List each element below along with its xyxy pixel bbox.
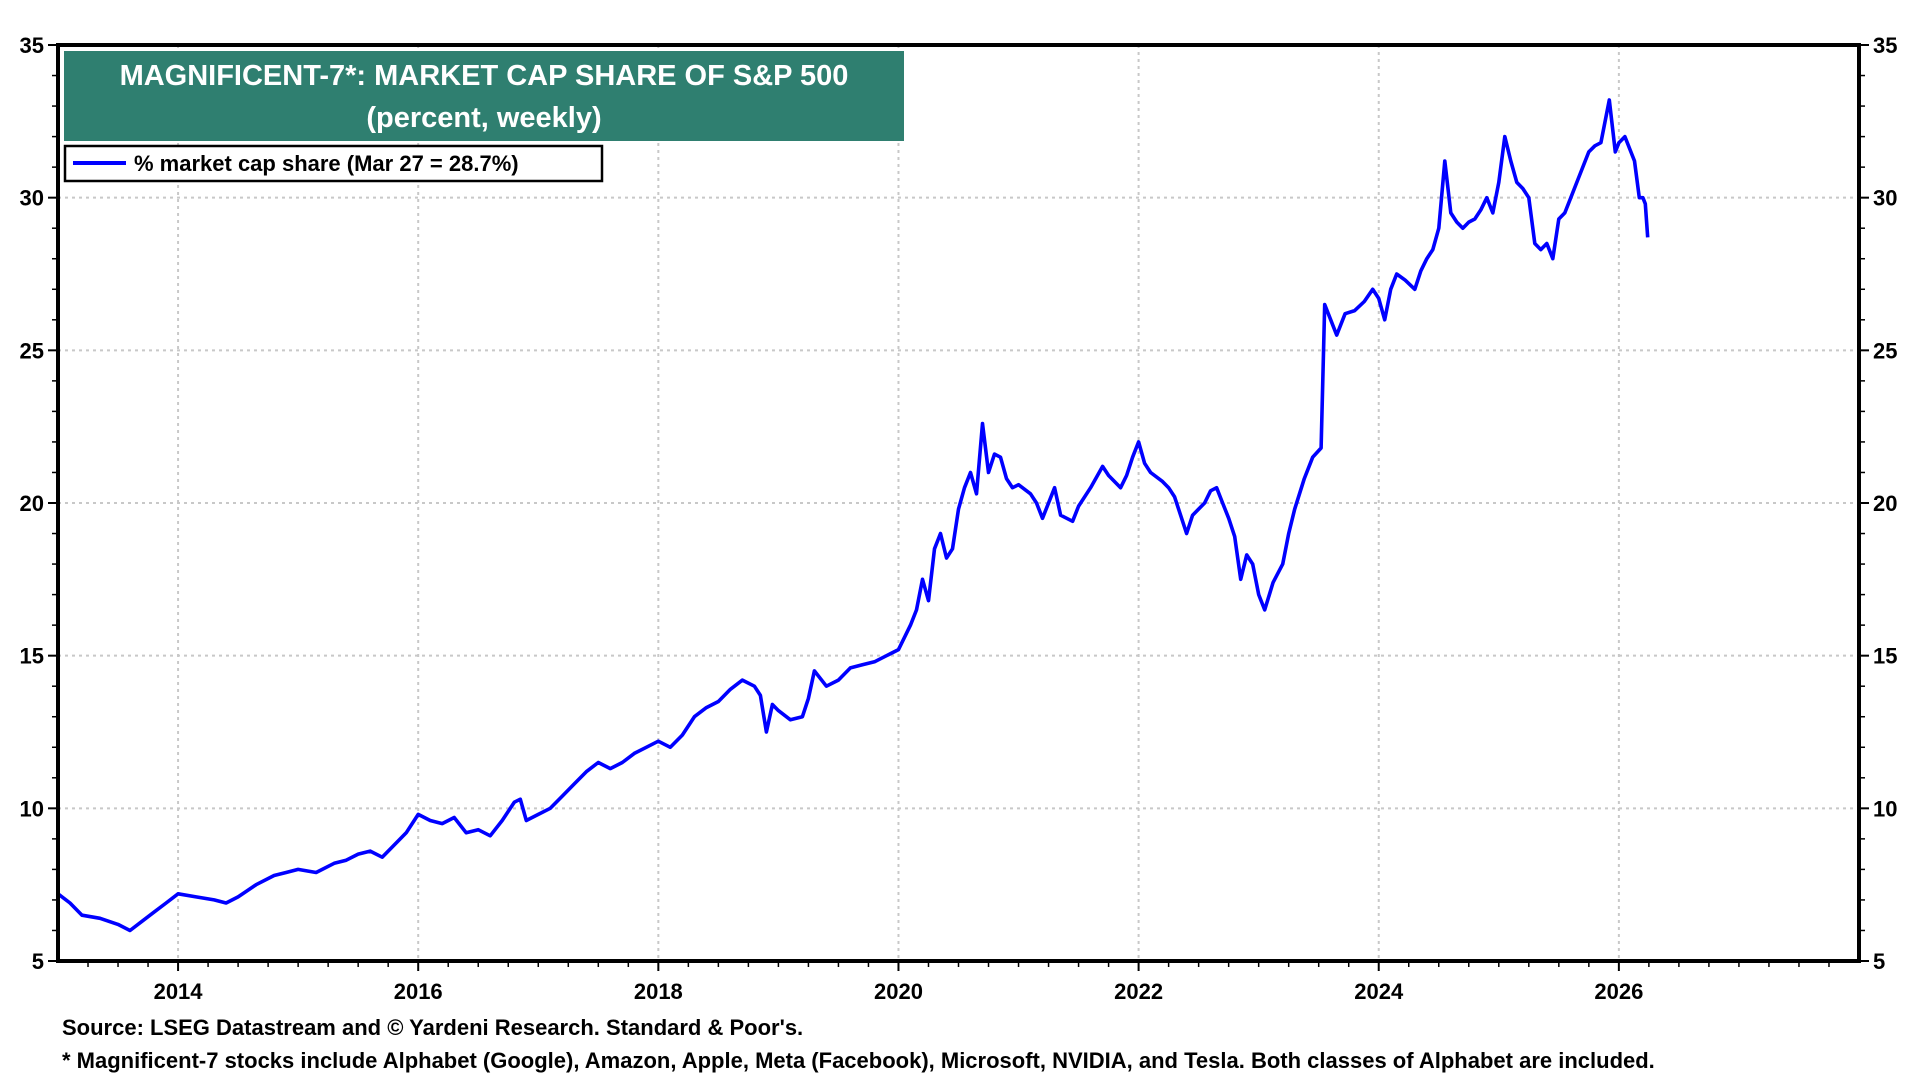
y-axis-right-labels: 5 10 15 20 25 30 35 [1873, 33, 1897, 974]
legend: % market cap share (Mar 27 = 28.7%) [63, 144, 604, 183]
y-tick-label-left: 35 [20, 33, 44, 58]
y-tick-label-right: 35 [1873, 33, 1897, 58]
y-tick-label-left: 10 [20, 796, 44, 821]
legend-label: % market cap share (Mar 27 = 28.7%) [134, 151, 519, 176]
y-tick-label-right: 15 [1873, 644, 1897, 669]
x-tick-label: 2020 [874, 979, 923, 1004]
y-tick-label-left: 5 [32, 949, 44, 974]
y-tick-label-left: 15 [20, 644, 44, 669]
series-line-market-cap-share [56, 98, 1650, 933]
y-tick-label-left: 25 [20, 338, 44, 363]
x-tick-label: 2024 [1354, 979, 1404, 1004]
legend-box [63, 144, 604, 183]
x-tick-label: 2022 [1114, 979, 1163, 1004]
x-axis-labels: 2014 2016 2018 2020 2022 2024 2026 [154, 979, 1644, 1004]
plot-frame [56, 43, 1861, 963]
y-tick-label-right: 30 [1873, 186, 1897, 211]
x-tick-label: 2026 [1594, 979, 1643, 1004]
y-tick-label-left: 20 [20, 491, 44, 516]
x-tick-label: 2018 [634, 979, 683, 1004]
chart-title: MAGNIFICENT-7*: MARKET CAP SHARE OF S&P … [120, 60, 849, 92]
footer-source: Source: LSEG Datastream and © Yardeni Re… [62, 1015, 803, 1040]
x-tick-label: 2016 [394, 979, 443, 1004]
y-tick-label-right: 25 [1873, 338, 1897, 363]
title-background [64, 51, 904, 141]
chart-subtitle: (percent, weekly) [366, 102, 601, 134]
y-tick-label-left: 30 [20, 186, 44, 211]
title-box: MAGNIFICENT-7*: MARKET CAP SHARE OF S&P … [64, 51, 904, 141]
x-tick-label: 2014 [154, 979, 204, 1004]
y-axis-left-labels: 5 10 15 20 25 30 35 [20, 33, 44, 974]
y-tick-label-right: 10 [1873, 796, 1897, 821]
grid-lines [58, 45, 1859, 961]
y-tick-label-right: 20 [1873, 491, 1897, 516]
footer-note: * Magnificent-7 stocks include Alphabet … [62, 1048, 1655, 1073]
y-tick-label-right: 5 [1873, 949, 1885, 974]
